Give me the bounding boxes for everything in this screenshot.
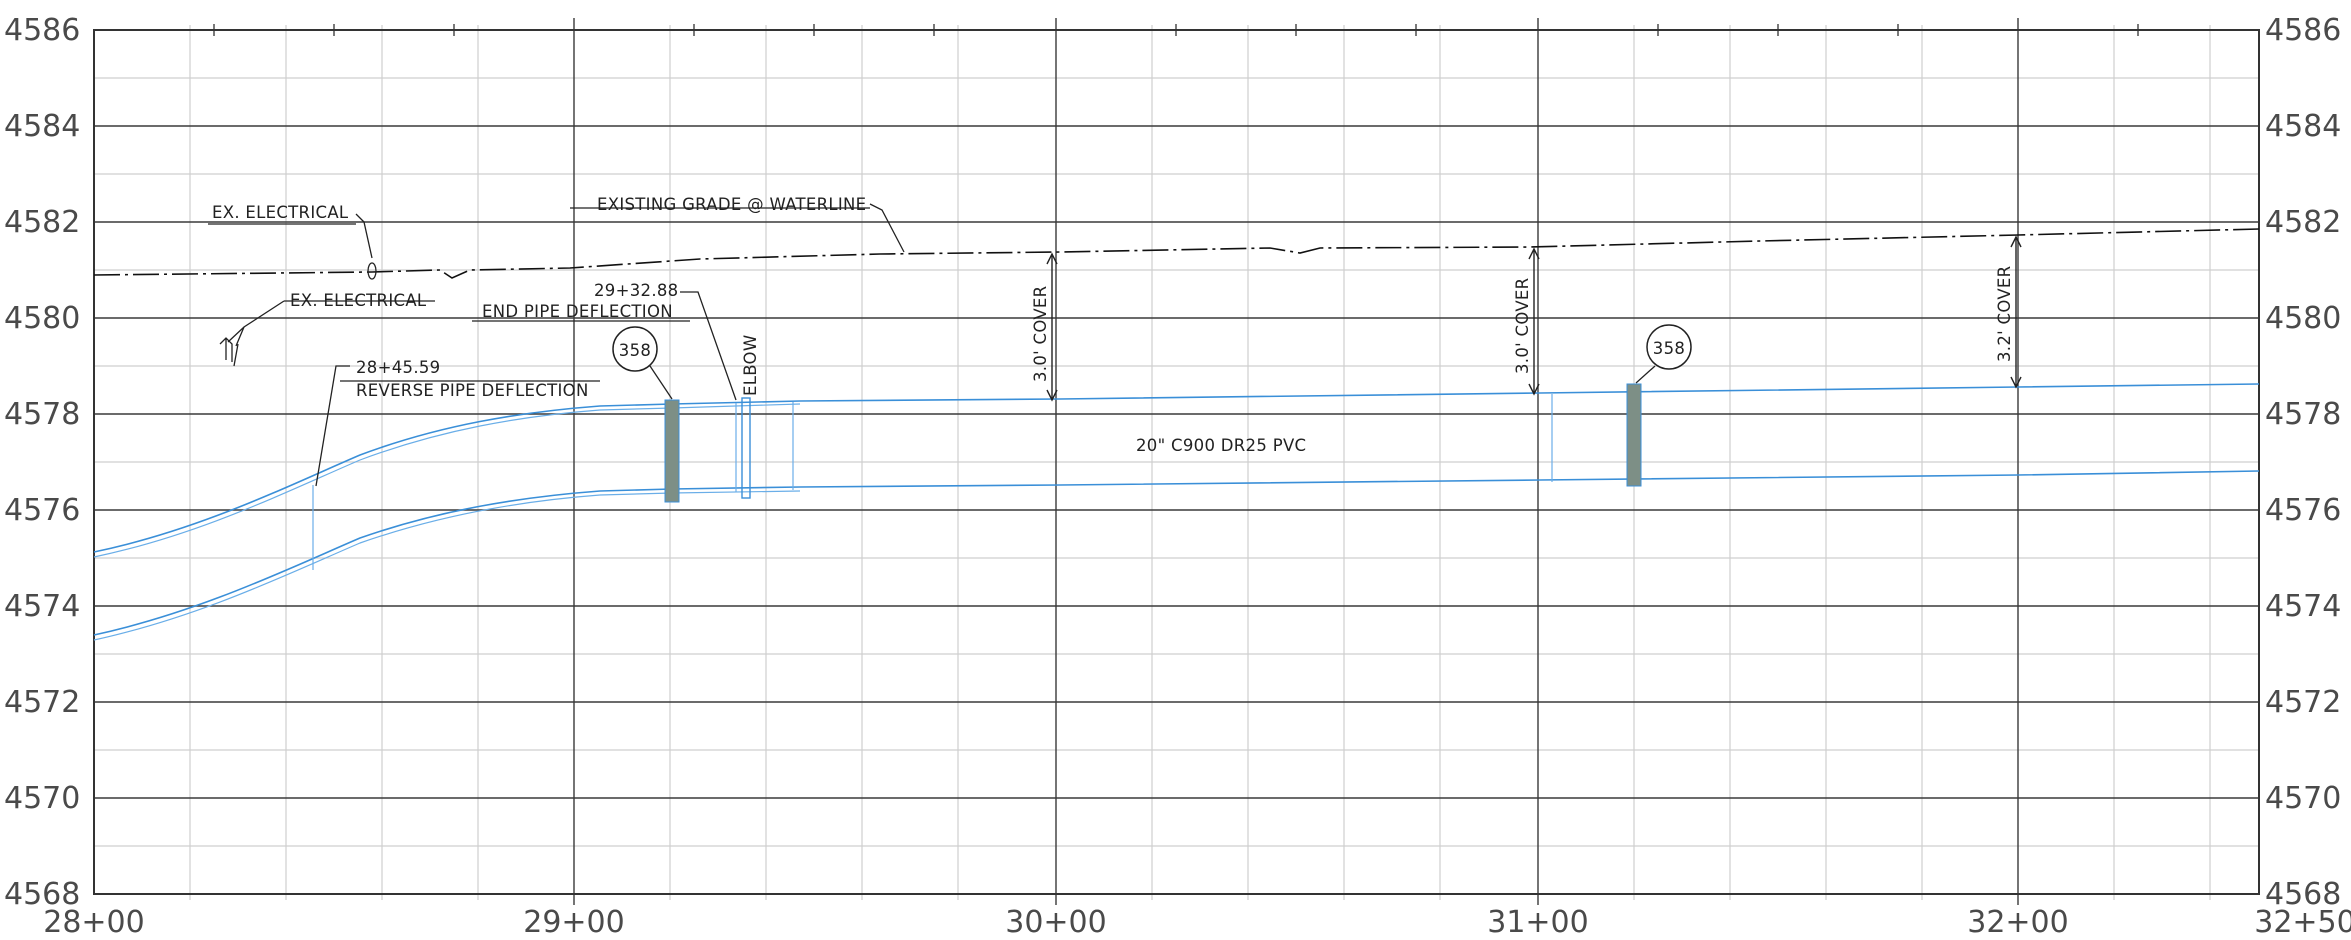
- cover-label: 3.2' COVER: [1995, 266, 2014, 362]
- callout-358-2: 358: [1635, 324, 1692, 384]
- ex-electrical-bottom-note: EX. ELECTRICAL: [219, 291, 435, 367]
- elevation-label: 4576: [2265, 493, 2341, 528]
- reverse-pipe-deflection-note: 28+45.59 REVERSE PIPE DEFLECTION: [315, 358, 600, 487]
- reverse-deflection-label: REVERSE PIPE DEFLECTION: [356, 381, 589, 400]
- elevation-label: 4574: [2265, 589, 2341, 624]
- elevation-label: 4586: [4, 13, 80, 48]
- elevation-label: 4568: [2265, 877, 2341, 912]
- station-labels: 28+00 29+00 30+00 31+00 32+00 32+50: [43, 905, 2351, 940]
- elevation-label: 4586: [2265, 13, 2341, 48]
- ex-electrical-top-note: EX. ELECTRICAL: [208, 203, 377, 280]
- reverse-deflection-station: 28+45.59: [356, 358, 440, 377]
- callout-label: 358: [619, 341, 651, 360]
- elevation-label: 4584: [2265, 109, 2341, 144]
- end-deflection-station: 29+32.88: [594, 281, 678, 300]
- pipe-crown-inner: [93, 403, 801, 558]
- station-label: 32+00: [1967, 905, 2068, 940]
- elevation-label: 4578: [2265, 397, 2341, 432]
- elbow-label: ELBOW: [741, 335, 760, 396]
- cover-label: 3.0' COVER: [1513, 278, 1532, 374]
- elevation-label: 4582: [2265, 205, 2341, 240]
- elevation-label: 4570: [4, 781, 80, 816]
- elevation-label: 4572: [4, 685, 80, 720]
- elevation-label: 4568: [4, 877, 80, 912]
- callout-label: 358: [1653, 339, 1685, 358]
- ex-electrical-label: EX. ELECTRICAL: [290, 291, 427, 310]
- end-deflection-label: END PIPE DEFLECTION: [482, 302, 673, 321]
- elevation-label: 4580: [4, 301, 80, 336]
- existing-grade-label: EXISTING GRADE @ WATERLINE: [597, 195, 866, 214]
- top-tick-marks: [213, 24, 2139, 36]
- pipe-invert-inner: [93, 490, 801, 641]
- elevation-label: 4578: [4, 397, 80, 432]
- elevation-label: 4584: [4, 109, 80, 144]
- callout-358-1: 358: [612, 326, 673, 400]
- station-label: 30+00: [1005, 905, 1106, 940]
- elevation-labels-right: 4586 4584 4582 4580 4578 4576 4574 4572 …: [2265, 13, 2341, 912]
- elevation-label: 4580: [2265, 301, 2341, 336]
- elevation-label: 4582: [4, 205, 80, 240]
- pipe-spec-label: 20" C900 DR25 PVC: [1136, 436, 1306, 455]
- crossing-marker: [664, 399, 680, 503]
- end-pipe-deflection-note: 29+32.88 END PIPE DEFLECTION: [472, 281, 737, 401]
- existing-grade-line: [93, 228, 2260, 279]
- waterline-pipe: [93, 383, 2260, 641]
- pipe-crown: [93, 383, 2260, 553]
- minor-grid-horizontals: [94, 77, 2259, 847]
- station-label: 32+50: [2254, 905, 2351, 940]
- elevation-label: 4572: [2265, 685, 2341, 720]
- elevation-label: 4574: [4, 589, 80, 624]
- crossing-marker: [1626, 383, 1642, 487]
- cover-dimension-1: 3.0' COVER: [1031, 252, 1058, 402]
- cover-dimension-3: 3.2' COVER: [1995, 235, 2022, 389]
- cover-dimension-2: 3.0' COVER: [1513, 247, 1540, 396]
- station-label: 29+00: [523, 905, 624, 940]
- ex-electrical-label: EX. ELECTRICAL: [212, 203, 349, 222]
- pipe-invert: [93, 470, 2260, 636]
- elevation-label: 4570: [2265, 781, 2341, 816]
- existing-grade-note: EXISTING GRADE @ WATERLINE: [570, 195, 905, 253]
- major-grid: [94, 18, 2259, 905]
- elbow-fitting: [741, 397, 751, 499]
- cover-label: 3.0' COVER: [1031, 286, 1050, 382]
- station-label: 31+00: [1487, 905, 1588, 940]
- elevation-label: 4576: [4, 493, 80, 528]
- station-label: 28+00: [43, 905, 144, 940]
- elevation-labels-left: 4586 4584 4582 4580 4578 4576 4574 4572 …: [4, 13, 80, 912]
